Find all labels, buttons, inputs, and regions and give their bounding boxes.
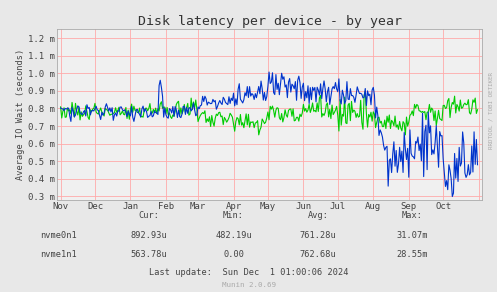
Text: nvme0n1: nvme0n1 [40,231,77,240]
Text: Max:: Max: [402,211,423,220]
Text: Min:: Min: [223,211,244,220]
Text: 0.00: 0.00 [223,250,244,259]
Text: 563.78u: 563.78u [131,250,167,259]
Text: 892.93u: 892.93u [131,231,167,240]
Text: Last update:  Sun Dec  1 01:00:06 2024: Last update: Sun Dec 1 01:00:06 2024 [149,268,348,277]
Text: 761.28u: 761.28u [300,231,336,240]
Text: Cur:: Cur: [139,211,160,220]
Title: Disk latency per device - by year: Disk latency per device - by year [138,15,402,28]
Text: 482.19u: 482.19u [215,231,252,240]
Text: Munin 2.0.69: Munin 2.0.69 [222,282,275,288]
Y-axis label: Average IO Wait (seconds): Average IO Wait (seconds) [16,49,25,180]
Text: 762.68u: 762.68u [300,250,336,259]
Text: 28.55m: 28.55m [397,250,428,259]
Text: 31.07m: 31.07m [397,231,428,240]
Text: nvme1n1: nvme1n1 [40,250,77,259]
Text: RRDTOOL / TOBI OETIKER: RRDTOOL / TOBI OETIKER [489,72,494,150]
Text: Avg:: Avg: [308,211,329,220]
